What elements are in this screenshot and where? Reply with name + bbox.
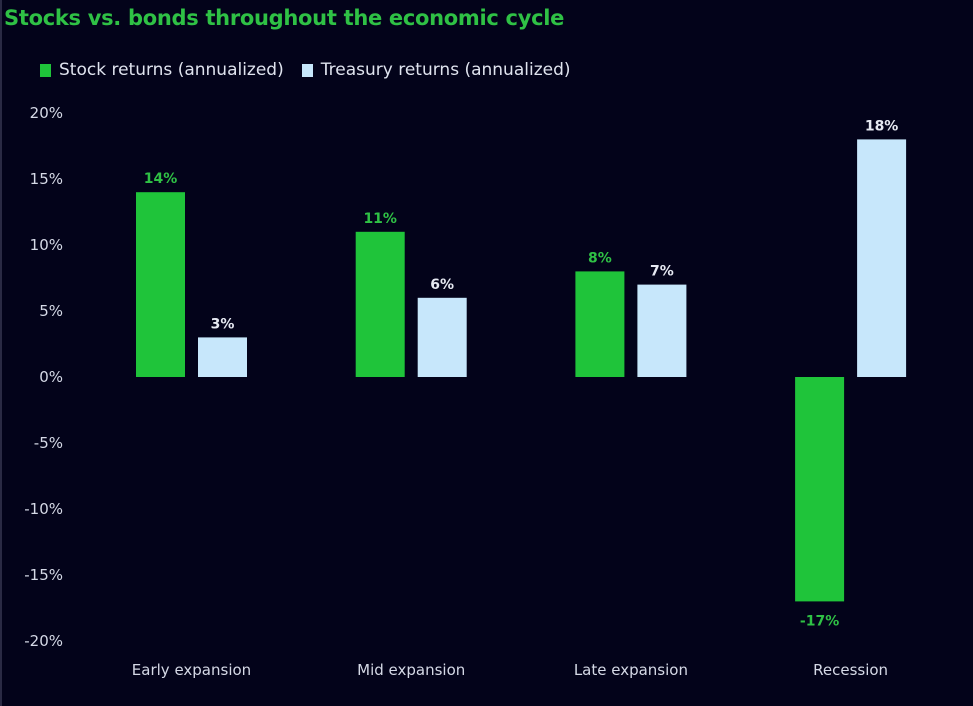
legend-label-stocks: Stock returns (annualized): [59, 60, 284, 80]
y-tick-label: -15%: [24, 566, 63, 584]
treasury-data-label: 3%: [211, 316, 235, 332]
legend: Stock returns (annualized) Treasury retu…: [40, 60, 589, 80]
stock-bar: [575, 271, 625, 377]
chart-title: Stocks vs. bonds throughout the economic…: [4, 6, 565, 30]
x-category-label: Mid expansion: [357, 661, 465, 679]
stock-bar: [795, 377, 845, 602]
x-axis: Early expansion Mid expansion Late expansi…: [132, 661, 888, 679]
stock-data-label: 11%: [363, 211, 397, 227]
data-labels: 14% 3% 11% 6% 8% 7% -17% 18%: [144, 118, 899, 629]
legend-swatch-treasury: [301, 63, 313, 77]
y-tick-label: 20%: [30, 104, 63, 122]
frame-border: [0, 0, 2, 706]
y-tick-label: 10%: [30, 236, 63, 254]
stock-data-label: 8%: [588, 250, 612, 266]
y-tick-label: 15%: [30, 170, 63, 188]
treasury-data-label: 6%: [430, 277, 454, 293]
stock-bar: [355, 231, 405, 377]
y-tick-label: -5%: [34, 434, 63, 452]
x-category-label: Recession: [813, 661, 888, 679]
y-tick-label: -20%: [24, 632, 63, 650]
legend-item-treasury: Treasury returns (annualized): [301, 60, 571, 80]
y-axis: 20% 15% 10% 5% 0% -5% -10% -15% -20%: [24, 104, 63, 650]
treasury-bar: [417, 297, 467, 377]
treasury-bar: [857, 139, 907, 377]
bars: [136, 139, 907, 602]
legend-swatch-stocks: [40, 63, 51, 77]
legend-item-stocks: Stock returns (annualized): [40, 60, 284, 80]
treasury-data-label: 7%: [650, 264, 674, 280]
stock-bar: [136, 192, 185, 377]
treasury-bar: [198, 337, 247, 377]
treasury-data-label: 18%: [865, 118, 899, 134]
treasury-bar: [637, 284, 687, 377]
y-tick-label: 5%: [39, 302, 63, 320]
x-category-label: Early expansion: [132, 661, 251, 679]
stock-data-label: -17%: [800, 613, 839, 629]
legend-label-treasury: Treasury returns (annualized): [320, 60, 571, 80]
y-tick-label: -10%: [24, 500, 63, 518]
x-category-label: Late expansion: [574, 661, 688, 679]
stock-data-label: 14%: [144, 171, 178, 187]
y-tick-label: 0%: [39, 368, 63, 386]
